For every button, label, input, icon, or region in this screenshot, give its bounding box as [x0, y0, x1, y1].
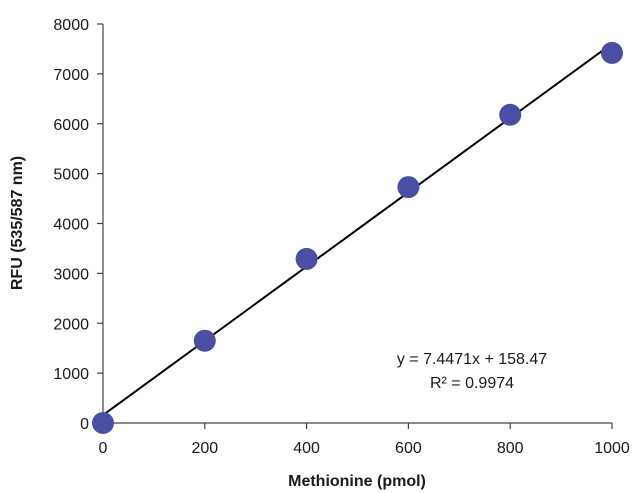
trendline-equation: y = 7.4471x + 158.47: [397, 351, 547, 368]
y-tick-label: 8000: [53, 17, 89, 34]
data-point: [92, 412, 114, 434]
x-tick-label: 800: [497, 440, 524, 457]
x-tick-label: 400: [293, 440, 320, 457]
data-point: [295, 247, 318, 270]
x-tick-label: 200: [191, 440, 218, 457]
trendline: [102, 42, 613, 416]
y-axis-title: RFU (535/587 nm): [9, 156, 26, 290]
y-tick-label: 5000: [53, 167, 89, 184]
y-tick-label: 2000: [53, 316, 89, 333]
y-tick-label: 1000: [53, 366, 89, 383]
y-tick-label: 4000: [53, 217, 89, 234]
x-tick-label: 600: [395, 440, 422, 457]
r-squared-label: R² = 0.9974: [430, 375, 514, 392]
x-tick-label: 1000: [594, 440, 630, 457]
trendline-layer: [102, 42, 613, 416]
data-point: [499, 103, 522, 126]
y-tick-label: 7000: [53, 67, 89, 84]
x-tick-label: 0: [99, 440, 108, 457]
data-point: [193, 329, 216, 352]
data-point: [601, 41, 623, 64]
x-axis-title: Methionine (pmol): [288, 473, 426, 490]
y-ticks: 0 1000 2000 3000 4000 5000 6000 7000 8000: [53, 17, 103, 433]
y-tick-label: 0: [80, 416, 89, 433]
y-tick-label: 6000: [53, 117, 89, 134]
points-layer: [92, 41, 623, 434]
data-point: [397, 176, 420, 199]
y-tick-label: 3000: [53, 266, 89, 283]
x-ticks: 0 200 400 600 800 1000: [99, 423, 630, 457]
